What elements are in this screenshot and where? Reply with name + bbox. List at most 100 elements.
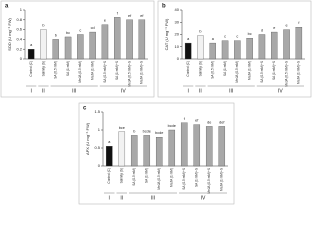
significance-letter: bc [66, 31, 70, 35]
x-tick-label: MeJA (0.5 mM)+S [127, 61, 131, 87]
significance-letter: bcde [168, 124, 176, 128]
bar [209, 42, 216, 60]
significance-letter: a [187, 37, 190, 41]
significance-letter: b [42, 24, 44, 28]
bar [234, 40, 241, 60]
bar [114, 17, 121, 60]
significance-letter: def [219, 120, 225, 124]
significance-letter: bcde [143, 129, 151, 133]
y-tick-label: 0 [177, 56, 180, 61]
bar [180, 122, 188, 167]
significance-letter: a [108, 140, 111, 144]
y-tick-label: 40 [175, 7, 180, 12]
x-tick-label: MeJA (0.5 mM)+S [207, 168, 211, 194]
significance-letter: c [224, 35, 226, 39]
y-tick-label: 0.5 [94, 145, 100, 150]
x-tick-label: MeJA (0.5 mM) [78, 61, 82, 83]
x-tick-label: Control (C) [29, 61, 33, 77]
x-tick-label: SA (0.5 mM) [54, 61, 58, 79]
y-tick-label: 0.6 [16, 27, 22, 32]
bar [89, 31, 96, 60]
bar [168, 129, 176, 167]
figure: a SOD (U mg⁻¹ FW) 0 0.2 0.4 0.6 0.8 1 a Control (… [0, 0, 312, 205]
bar [218, 126, 226, 167]
group-label: I [109, 195, 110, 201]
bar [77, 34, 84, 60]
x-tick-label: Salinity (S) [198, 61, 202, 76]
x-tick-label: MeJA (1 mM) [170, 168, 174, 187]
significance-letter: bc [248, 32, 252, 36]
group-label: I [30, 88, 31, 94]
x-tick-label: SA (0.5 mM)+S [182, 168, 186, 190]
panel: a SOD (U mg⁻¹ FW) 0 0.2 0.4 0.6 0.8 1 a Control (… [0, 0, 155, 98]
significance-letter: c [79, 29, 81, 33]
bar [197, 35, 204, 60]
bar [105, 146, 113, 167]
group-label: IV [201, 195, 206, 201]
significance-letter: e [273, 26, 275, 30]
significance-letter: c [236, 35, 238, 39]
bar [130, 135, 138, 167]
x-tick-label: SA (1 mM) [223, 61, 227, 76]
significance-letter: a [212, 37, 215, 41]
significance-letter: ef [140, 14, 144, 18]
y-tick-label: 1 [98, 127, 101, 132]
y-tick-label: 10 [175, 44, 180, 49]
significance-letter: e [285, 24, 287, 28]
x-tick-label: Control (C) [186, 61, 190, 77]
x-tick-label: MeJA (0.5 mM) [157, 168, 161, 190]
y-axis-label: CAT (U mg⁻¹ FW) [164, 18, 169, 50]
y-tick-label: 30 [175, 19, 180, 24]
x-tick-label: SA (1 mM) [145, 168, 149, 183]
group-label: II [42, 88, 45, 94]
x-tick-label: SA (1 mM) [66, 61, 70, 76]
panel-label: c [83, 106, 87, 112]
bar [126, 19, 133, 60]
group-label: II [199, 88, 202, 94]
x-tick-label: MeJA (1 mM)+S [140, 61, 144, 84]
x-tick-label: MeJA (1 mM)+S [297, 61, 301, 84]
bar [246, 38, 253, 60]
group-label: IV [121, 88, 126, 94]
y-tick-label: 0.8 [16, 17, 22, 22]
bar [295, 26, 303, 60]
bar [205, 126, 213, 167]
x-tick-label: SA (1 mM)+S [195, 168, 199, 187]
group-label: IV [278, 88, 283, 94]
significance-letter: a [30, 43, 33, 47]
y-tick-label: 0.4 [16, 36, 22, 41]
significance-letter: e [104, 19, 106, 23]
bar [271, 31, 278, 60]
y-tick-label: 1 [20, 7, 23, 12]
y-axis-label: SOD (U mg⁻¹ FW) [7, 17, 12, 50]
x-tick-label: MeJA (0.5 mM) [235, 61, 239, 83]
significance-letter: bcde [155, 131, 163, 135]
significance-letter: cd [91, 26, 95, 30]
significance-letter: de [207, 120, 211, 124]
panel-label: a [5, 4, 9, 10]
significance-letter: b [199, 30, 201, 34]
significance-letter: ef [128, 14, 132, 18]
significance-letter: ef [195, 119, 199, 123]
group-label: III [72, 88, 76, 94]
x-tick-label: SA (0.5 mM) [211, 61, 215, 79]
page: {"chart_data": [ {"type": "bar", "title"… [0, 0, 312, 205]
panel-label: b [162, 4, 166, 10]
y-axis-label: APX (U mg⁻¹ FW) [85, 122, 90, 155]
group-label: II [120, 195, 123, 201]
bar [143, 135, 151, 167]
x-tick-label: Control (C) [107, 168, 111, 184]
x-tick-label: MeJA (0.5 mM)+S [284, 61, 288, 87]
y-tick-label: 0 [98, 163, 101, 168]
bar [283, 29, 290, 60]
group-label: III [151, 195, 155, 201]
bar [101, 24, 109, 60]
bar [64, 36, 72, 60]
bar [118, 131, 126, 167]
x-tick-label: SA (1 mM)+S [272, 61, 276, 80]
x-tick-label: Salinity (S) [41, 61, 45, 76]
bar [138, 19, 146, 60]
significance-letter: f [298, 21, 300, 25]
bar [52, 39, 59, 60]
panel: c APX (U mg⁻¹ FW) 0 0.5 1 1.5 a Control (C) bce S… [78, 102, 235, 205]
